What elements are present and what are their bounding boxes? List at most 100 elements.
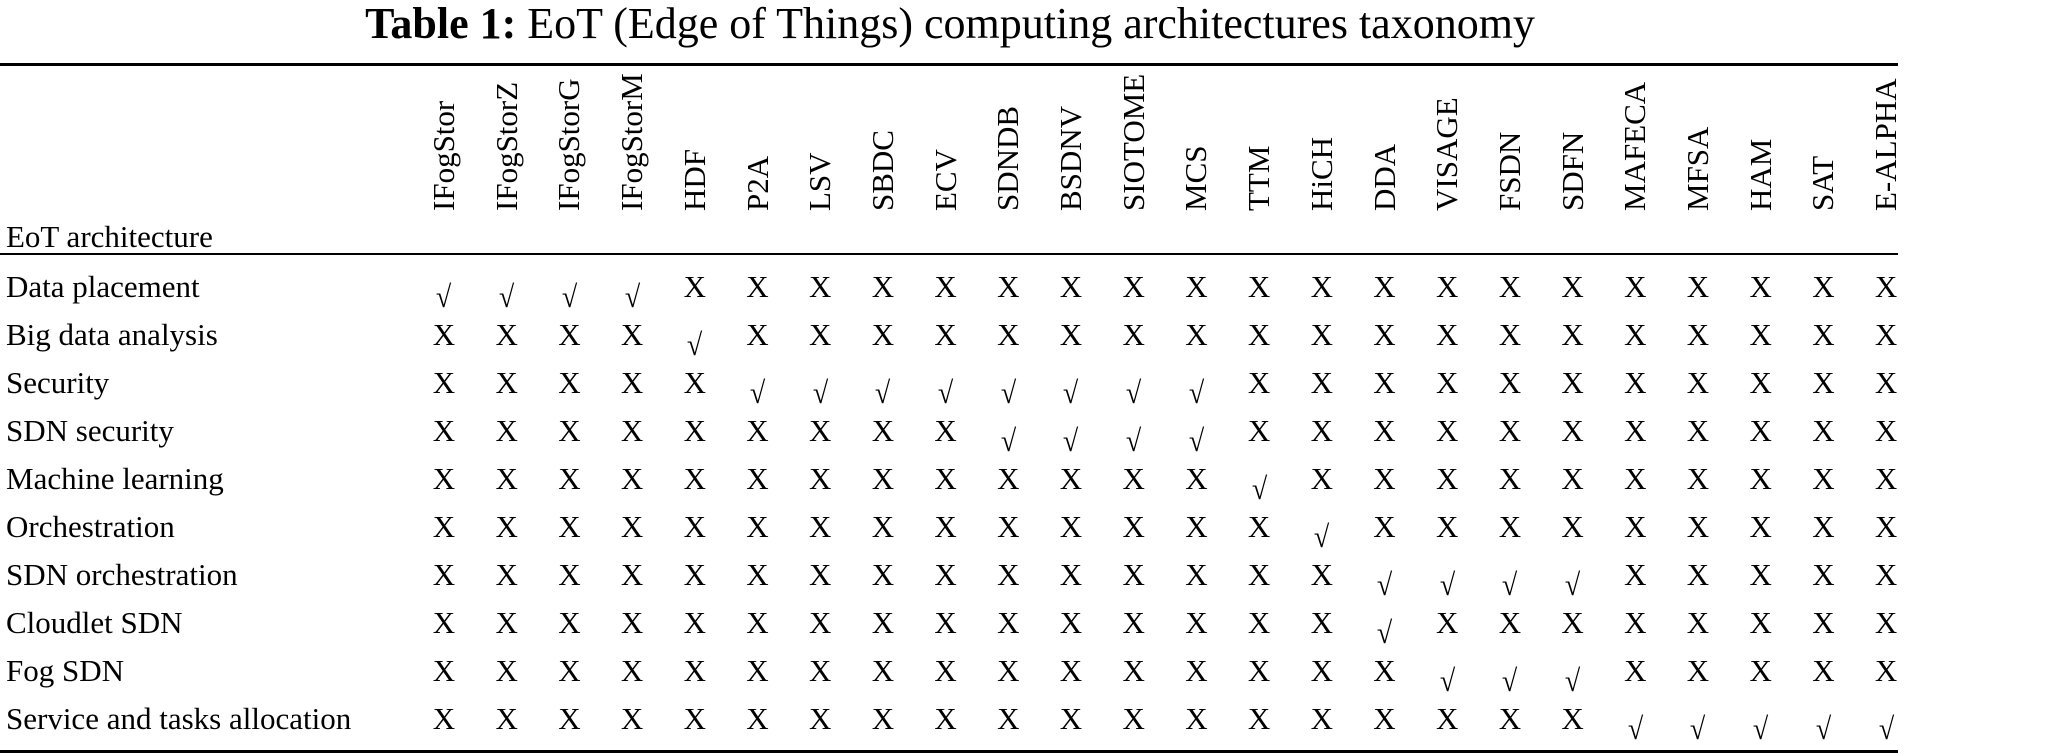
check-mark-cell: √: [1356, 553, 1414, 602]
x-mark: X: [1373, 365, 1396, 400]
x-mark: X: [1561, 413, 1584, 448]
x-mark-cell: X: [1356, 361, 1414, 409]
x-mark: X: [997, 317, 1020, 352]
x-mark: X: [1373, 413, 1396, 448]
x-mark: X: [934, 461, 957, 496]
x-mark: X: [495, 653, 518, 688]
table-caption: Table 1: EoT (Edge of Things) computing …: [0, 0, 1900, 60]
row-label: Cloudlet SDN: [6, 605, 183, 640]
x-mark-cell: X: [854, 409, 912, 457]
x-mark: X: [871, 413, 895, 448]
x-mark-cell: X: [603, 361, 661, 409]
x-mark: X: [1373, 461, 1396, 496]
check-mark: √: [1502, 663, 1518, 698]
x-mark: X: [746, 605, 769, 640]
x-mark: X: [1561, 605, 1584, 640]
check-mark-cell: √: [1356, 601, 1414, 650]
x-mark-cell: X: [1356, 649, 1414, 697]
x-mark: X: [1874, 605, 1898, 640]
x-mark-cell: X: [917, 409, 975, 457]
x-mark-cell: X: [603, 601, 661, 649]
x-mark: X: [871, 653, 895, 688]
x-mark: X: [1185, 605, 1208, 640]
check-mark-cell: √: [1167, 409, 1225, 458]
x-mark-cell: X: [1481, 601, 1539, 649]
x-mark-cell: X: [478, 457, 536, 505]
column-header-label: IFogStorG: [551, 78, 587, 211]
check-mark: √: [1627, 711, 1643, 746]
x-mark-cell: X: [1042, 601, 1100, 649]
x-mark: X: [1373, 269, 1396, 304]
x-mark-cell: X: [1857, 313, 1915, 361]
x-mark: X: [1498, 413, 1522, 448]
x-mark: X: [432, 365, 456, 400]
x-mark-cell: X: [1857, 505, 1915, 553]
column-header: IFogStor: [415, 55, 473, 245]
x-mark: X: [1059, 701, 1083, 736]
x-mark: X: [1561, 317, 1584, 352]
x-mark-cell: X: [1042, 697, 1100, 745]
x-mark-cell: X: [1230, 505, 1288, 553]
x-mark-cell: X: [729, 265, 787, 313]
row-label: Big data analysis: [6, 317, 218, 352]
x-mark: X: [1247, 509, 1271, 544]
x-mark-cell: X: [854, 505, 912, 553]
check-mark: √: [937, 375, 954, 410]
x-mark-cell: X: [1544, 697, 1602, 745]
x-mark: X: [934, 509, 957, 544]
x-mark: X: [808, 701, 832, 736]
x-mark: X: [1561, 269, 1584, 304]
check-mark-cell: √: [666, 313, 724, 362]
x-mark: X: [1874, 413, 1898, 448]
column-header: HiCH: [1293, 55, 1351, 245]
x-mark: X: [1059, 557, 1083, 592]
check-mark-cell: √: [1230, 457, 1288, 506]
check-mark: √: [1439, 567, 1455, 602]
x-mark: X: [1624, 269, 1647, 304]
x-mark: X: [1185, 509, 1208, 544]
x-mark-cell: X: [1105, 457, 1163, 505]
x-mark-cell: X: [729, 409, 787, 457]
x-mark-cell: X: [1356, 409, 1414, 457]
x-mark-cell: X: [1794, 457, 1852, 505]
table-row: Cloudlet SDN X X X X X X X X X X X X X X X √ X X X X X X X X: [0, 601, 1898, 650]
column-header: BSDNV: [1042, 55, 1100, 245]
x-mark: X: [1373, 701, 1396, 736]
x-mark-cell: X: [729, 457, 787, 505]
x-mark: X: [997, 461, 1020, 496]
x-mark: X: [620, 605, 644, 640]
x-mark: X: [1435, 269, 1459, 304]
column-header-label: IFogStorZ: [488, 81, 524, 211]
x-mark: X: [1185, 557, 1208, 592]
top-rule: [0, 63, 1898, 66]
x-mark: X: [1749, 461, 1772, 496]
x-mark: X: [746, 317, 769, 352]
x-mark-cell: X: [1669, 409, 1727, 457]
x-mark-cell: X: [1606, 505, 1664, 553]
x-mark-cell: X: [1857, 457, 1915, 505]
x-mark: X: [495, 605, 518, 640]
x-mark: X: [1247, 365, 1271, 400]
column-header-label: DDA: [1366, 143, 1402, 211]
x-mark-cell: X: [1794, 265, 1852, 313]
x-mark: X: [1435, 605, 1459, 640]
x-mark: X: [1874, 509, 1898, 544]
check-mark-cell: √: [1857, 697, 1915, 746]
x-mark: X: [997, 701, 1020, 736]
x-mark-cell: X: [1794, 409, 1852, 457]
column-header-label: HiCH: [1303, 136, 1339, 211]
x-mark-cell: X: [603, 553, 661, 601]
column-header: SAT: [1794, 55, 1852, 245]
x-mark: X: [1122, 653, 1145, 688]
x-mark-cell: X: [1857, 409, 1915, 457]
x-mark-cell: X: [791, 313, 849, 361]
x-mark-cell: X: [854, 457, 912, 505]
column-header: HDF: [666, 55, 724, 245]
x-mark-cell: X: [791, 553, 849, 601]
x-mark: X: [1185, 701, 1208, 736]
x-mark: X: [1812, 509, 1835, 544]
x-mark-cell: X: [1669, 361, 1727, 409]
table-row: Fog SDN X X X X X X X X X X X X X X X X √ √ √ X X X X X: [0, 649, 1898, 698]
column-header-label: SDFN: [1554, 131, 1590, 211]
x-mark: X: [1498, 605, 1522, 640]
